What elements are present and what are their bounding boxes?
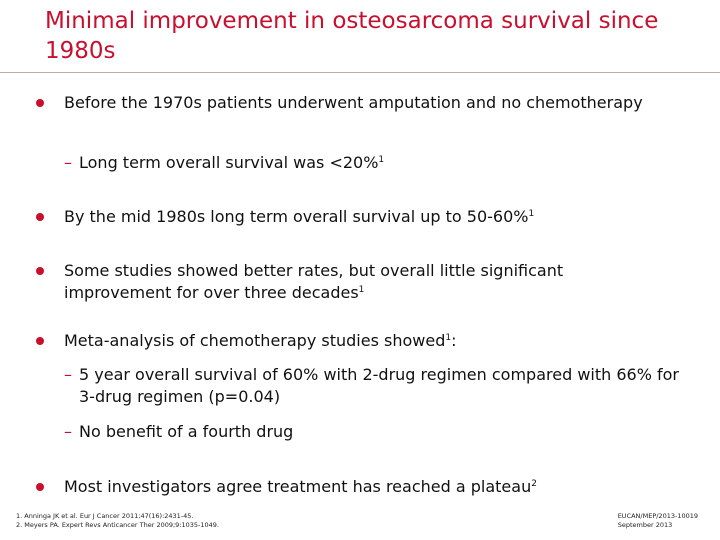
title-divider — [0, 72, 720, 73]
bullet-text: Some studies showed better rates, but ov… — [64, 261, 564, 302]
bullet-item: Meta-analysis of chemotherapy studies sh… — [36, 330, 696, 352]
document-code-id: EUCAN/MEP/2013-10019 — [617, 512, 698, 520]
sub-bullet-item: – No benefit of a fourth drug — [64, 421, 704, 443]
bullet-item: By the mid 1980s long term overall survi… — [36, 206, 696, 228]
bullet-text: Meta-analysis of chemotherapy studies sh… — [64, 331, 457, 350]
sub-bullet-text: No benefit of a fourth drug — [79, 422, 294, 441]
slide-title: Minimal improvement in osteosarcoma surv… — [45, 8, 659, 64]
document-code: EUCAN/MEP/2013-10019 September 2013 — [618, 512, 698, 530]
citation-marker: 2 — [531, 479, 537, 489]
sub-bullet-text: Long term overall survival was <20%1 — [79, 153, 385, 172]
reference-item: 2. Meyers PA. Expert Revs Anticancer The… — [16, 521, 219, 529]
bullet-dot-icon — [36, 337, 44, 345]
bullet-dot-icon — [36, 483, 44, 491]
document-code-date: September 2013 — [617, 521, 673, 529]
citation-marker: 1 — [358, 285, 365, 295]
sub-bullet-text: 5 year overall survival of 60% with 2-dr… — [79, 365, 679, 406]
dash-icon: – — [64, 365, 72, 384]
bullet-text: Most investigators agree treatment has r… — [64, 477, 537, 496]
citation-marker: 1 — [378, 155, 385, 165]
bullet-text: Before the 1970s patients underwent ampu… — [64, 93, 643, 112]
bullet-dot-icon — [36, 267, 44, 275]
bullet-item: Some studies showed better rates, but ov… — [36, 260, 696, 304]
bullet-item: Before the 1970s patients underwent ampu… — [36, 92, 696, 114]
bullet-item: Most investigators agree treatment has r… — [36, 476, 696, 498]
bullet-text: By the mid 1980s long term overall survi… — [64, 207, 535, 226]
sub-bullet-item: – 5 year overall survival of 60% with 2-… — [64, 364, 704, 408]
citation-marker: 1 — [528, 209, 535, 219]
bullet-dot-icon — [36, 213, 44, 221]
references: 1. Anninga JK et al. Eur J Cancer 2011;4… — [16, 512, 219, 530]
citation-marker: 1 — [445, 333, 452, 343]
sub-bullet-item: – Long term overall survival was <20%1 — [64, 152, 704, 174]
dash-icon: – — [64, 153, 72, 172]
reference-item: 1. Anninga JK et al. Eur J Cancer 2011;4… — [16, 512, 194, 520]
dash-icon: – — [64, 422, 72, 441]
bullet-dot-icon — [36, 99, 44, 107]
